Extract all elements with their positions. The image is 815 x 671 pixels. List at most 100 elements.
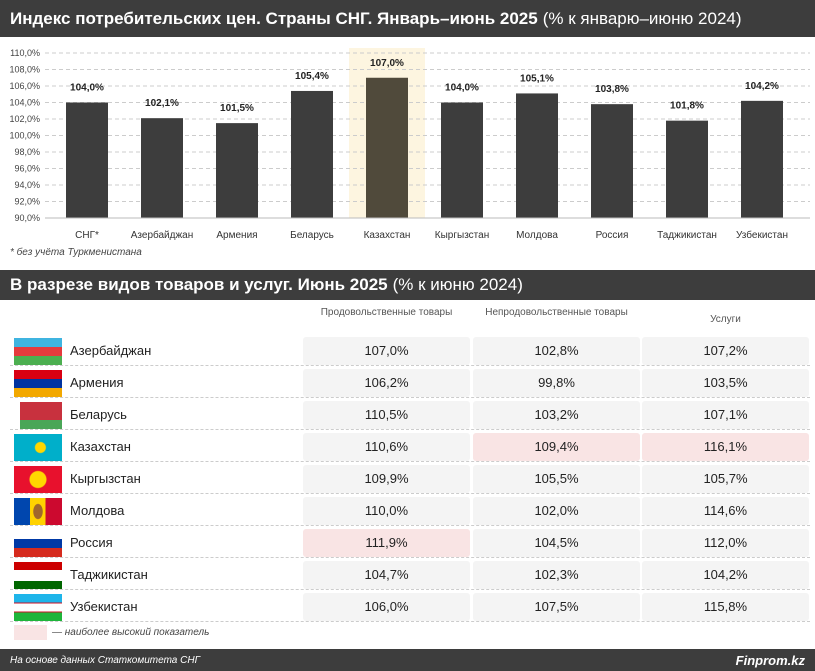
bar-7 [591, 104, 633, 218]
value-cell: 112,0% [642, 529, 809, 557]
table-title: В разрезе видов товаров и услуг. Июнь 20… [0, 270, 815, 300]
value-cell: 102,3% [473, 561, 640, 589]
table-title-bold: В разрезе видов товаров и услуг. Июнь 20… [10, 275, 388, 294]
y-tick-label: 94,0% [14, 180, 40, 190]
flag-russia-icon [14, 530, 62, 557]
value-cell: 116,1% [642, 433, 809, 461]
flag-moldova-icon [14, 498, 62, 525]
country-name: Кыргызстан [70, 471, 141, 486]
flag-armenia-icon [14, 370, 62, 397]
data-label: 105,1% [520, 73, 554, 84]
value-cell: 114,6% [642, 497, 809, 525]
table-title-rest: (% к июню 2024) [392, 275, 523, 294]
x-tick-label: Армения [216, 230, 257, 241]
chart-title-bold: Индекс потребительских цен. Страны СНГ. … [10, 8, 538, 28]
y-tick-label: 102,0% [9, 114, 40, 124]
y-tick-label: 98,0% [14, 147, 40, 157]
x-tick-label: Узбекистан [736, 229, 788, 241]
source-text: На основе данных Статкомитета СНГ [10, 654, 201, 666]
country-name: Беларусь [70, 407, 127, 422]
data-label: 104,0% [70, 83, 104, 94]
bar-chart: 90,0% 92,0% 94,0% 96,0% 98,0% 100,0% 102,0% 104… [9, 48, 810, 241]
value-cell: 107,2% [642, 337, 809, 365]
value-cell: 107,1% [642, 401, 809, 429]
value-cell: 110,6% [303, 433, 470, 461]
bar-9 [741, 100, 783, 218]
y-tick-label: 96,0% [14, 164, 40, 174]
value-cell: 106,0% [303, 593, 470, 621]
country-name: Узбекистан [70, 599, 138, 614]
value-cell: 104,7% [303, 561, 470, 589]
country-name: Россия [70, 535, 113, 550]
value-cell: 111,9% [303, 529, 470, 557]
data-label: 107,0% [370, 58, 404, 69]
legend-swatch [14, 625, 47, 640]
data-label: 101,5% [220, 103, 254, 114]
value-cell: 106,2% [303, 369, 470, 397]
value-cell: 110,0% [303, 497, 470, 525]
value-cell: 104,5% [473, 529, 640, 557]
flag-belarus-icon [14, 402, 62, 429]
x-tick-label: Таджикистан [657, 230, 717, 241]
bar-5 [441, 102, 483, 218]
flag-kyrgyzstan-icon [14, 466, 62, 493]
value-cell: 103,2% [473, 401, 640, 429]
bar-3 [291, 90, 333, 218]
data-label: 104,2% [745, 81, 779, 92]
table-row: Казахстан 110,6% 109,4% 116,1% [10, 432, 810, 462]
x-tick-label: СНГ* [75, 230, 99, 241]
flag-kazakhstan-icon [14, 434, 62, 461]
flag-tajikistan-icon [14, 562, 62, 589]
value-cell: 99,8% [473, 369, 640, 397]
col-header-services: Услуги [710, 314, 741, 325]
value-cell: 105,7% [642, 465, 809, 493]
x-tick-label: Азербайджан [131, 229, 194, 241]
y-tick-label: 100,0% [9, 131, 40, 141]
table-row: Беларусь 110,5% 103,2% 107,1% [10, 400, 810, 430]
value-cell: 109,9% [303, 465, 470, 493]
value-cell: 107,5% [473, 593, 640, 621]
flag-uzbekistan-icon [14, 594, 62, 621]
x-tick-label: Россия [596, 230, 629, 241]
x-tick-label: Кыргызстан [435, 230, 489, 241]
footer: На основе данных Статкомитета СНГ Finpro… [0, 649, 815, 671]
value-cell: 115,8% [642, 593, 809, 621]
value-cell: 110,5% [303, 401, 470, 429]
bar-8 [666, 120, 708, 218]
x-tick-label: Казахстан [364, 230, 411, 241]
legend-text: — наиболее высокий показатель [52, 627, 210, 638]
value-cell: 107,0% [303, 337, 470, 365]
value-cell: 104,2% [642, 561, 809, 589]
y-tick-label: 104,0% [9, 98, 40, 108]
flag-azerbaijan-icon [14, 338, 62, 365]
bar-4 [366, 77, 408, 218]
data-label: 102,1% [145, 98, 179, 109]
country-name: Молдова [70, 503, 125, 518]
x-tick-label: Молдова [516, 230, 558, 241]
country-name: Таджикистан [70, 567, 148, 582]
table-row: Азербайджан 107,0% 102,8% 107,2% [10, 336, 810, 366]
y-tick-label: 92,0% [14, 197, 40, 207]
value-cell: 105,5% [473, 465, 640, 493]
x-tick-label: Беларусь [290, 230, 334, 241]
data-label: 103,8% [595, 84, 629, 95]
value-cell: 102,0% [473, 497, 640, 525]
bar-1 [141, 118, 183, 218]
table-row: Молдова 110,0% 102,0% 114,6% [10, 496, 810, 526]
footnote: * без учёта Туркменистана [10, 247, 142, 258]
bar-0 [66, 102, 108, 218]
table-row: Кыргызстан 109,9% 105,5% 105,7% [10, 464, 810, 494]
col-header-nonfood: Непродовольственные товары [485, 307, 628, 318]
value-cell: 109,4% [473, 433, 640, 461]
table-row: Армения 106,2% 99,8% 103,5% [10, 368, 810, 398]
data-label: 104,0% [445, 83, 479, 94]
brand-logo: Finprom.kz [735, 652, 805, 668]
y-tick-label: 108,0% [9, 65, 40, 75]
table-row: Таджикистан 104,7% 102,3% 104,2% [10, 560, 810, 590]
table-row: Узбекистан 106,0% 107,5% 115,8% [10, 592, 810, 622]
y-tick-label: 106,0% [9, 81, 40, 91]
country-name: Казахстан [70, 439, 131, 454]
data-label: 105,4% [295, 71, 329, 82]
data-label: 101,8% [670, 101, 704, 112]
bar-2 [216, 123, 258, 218]
